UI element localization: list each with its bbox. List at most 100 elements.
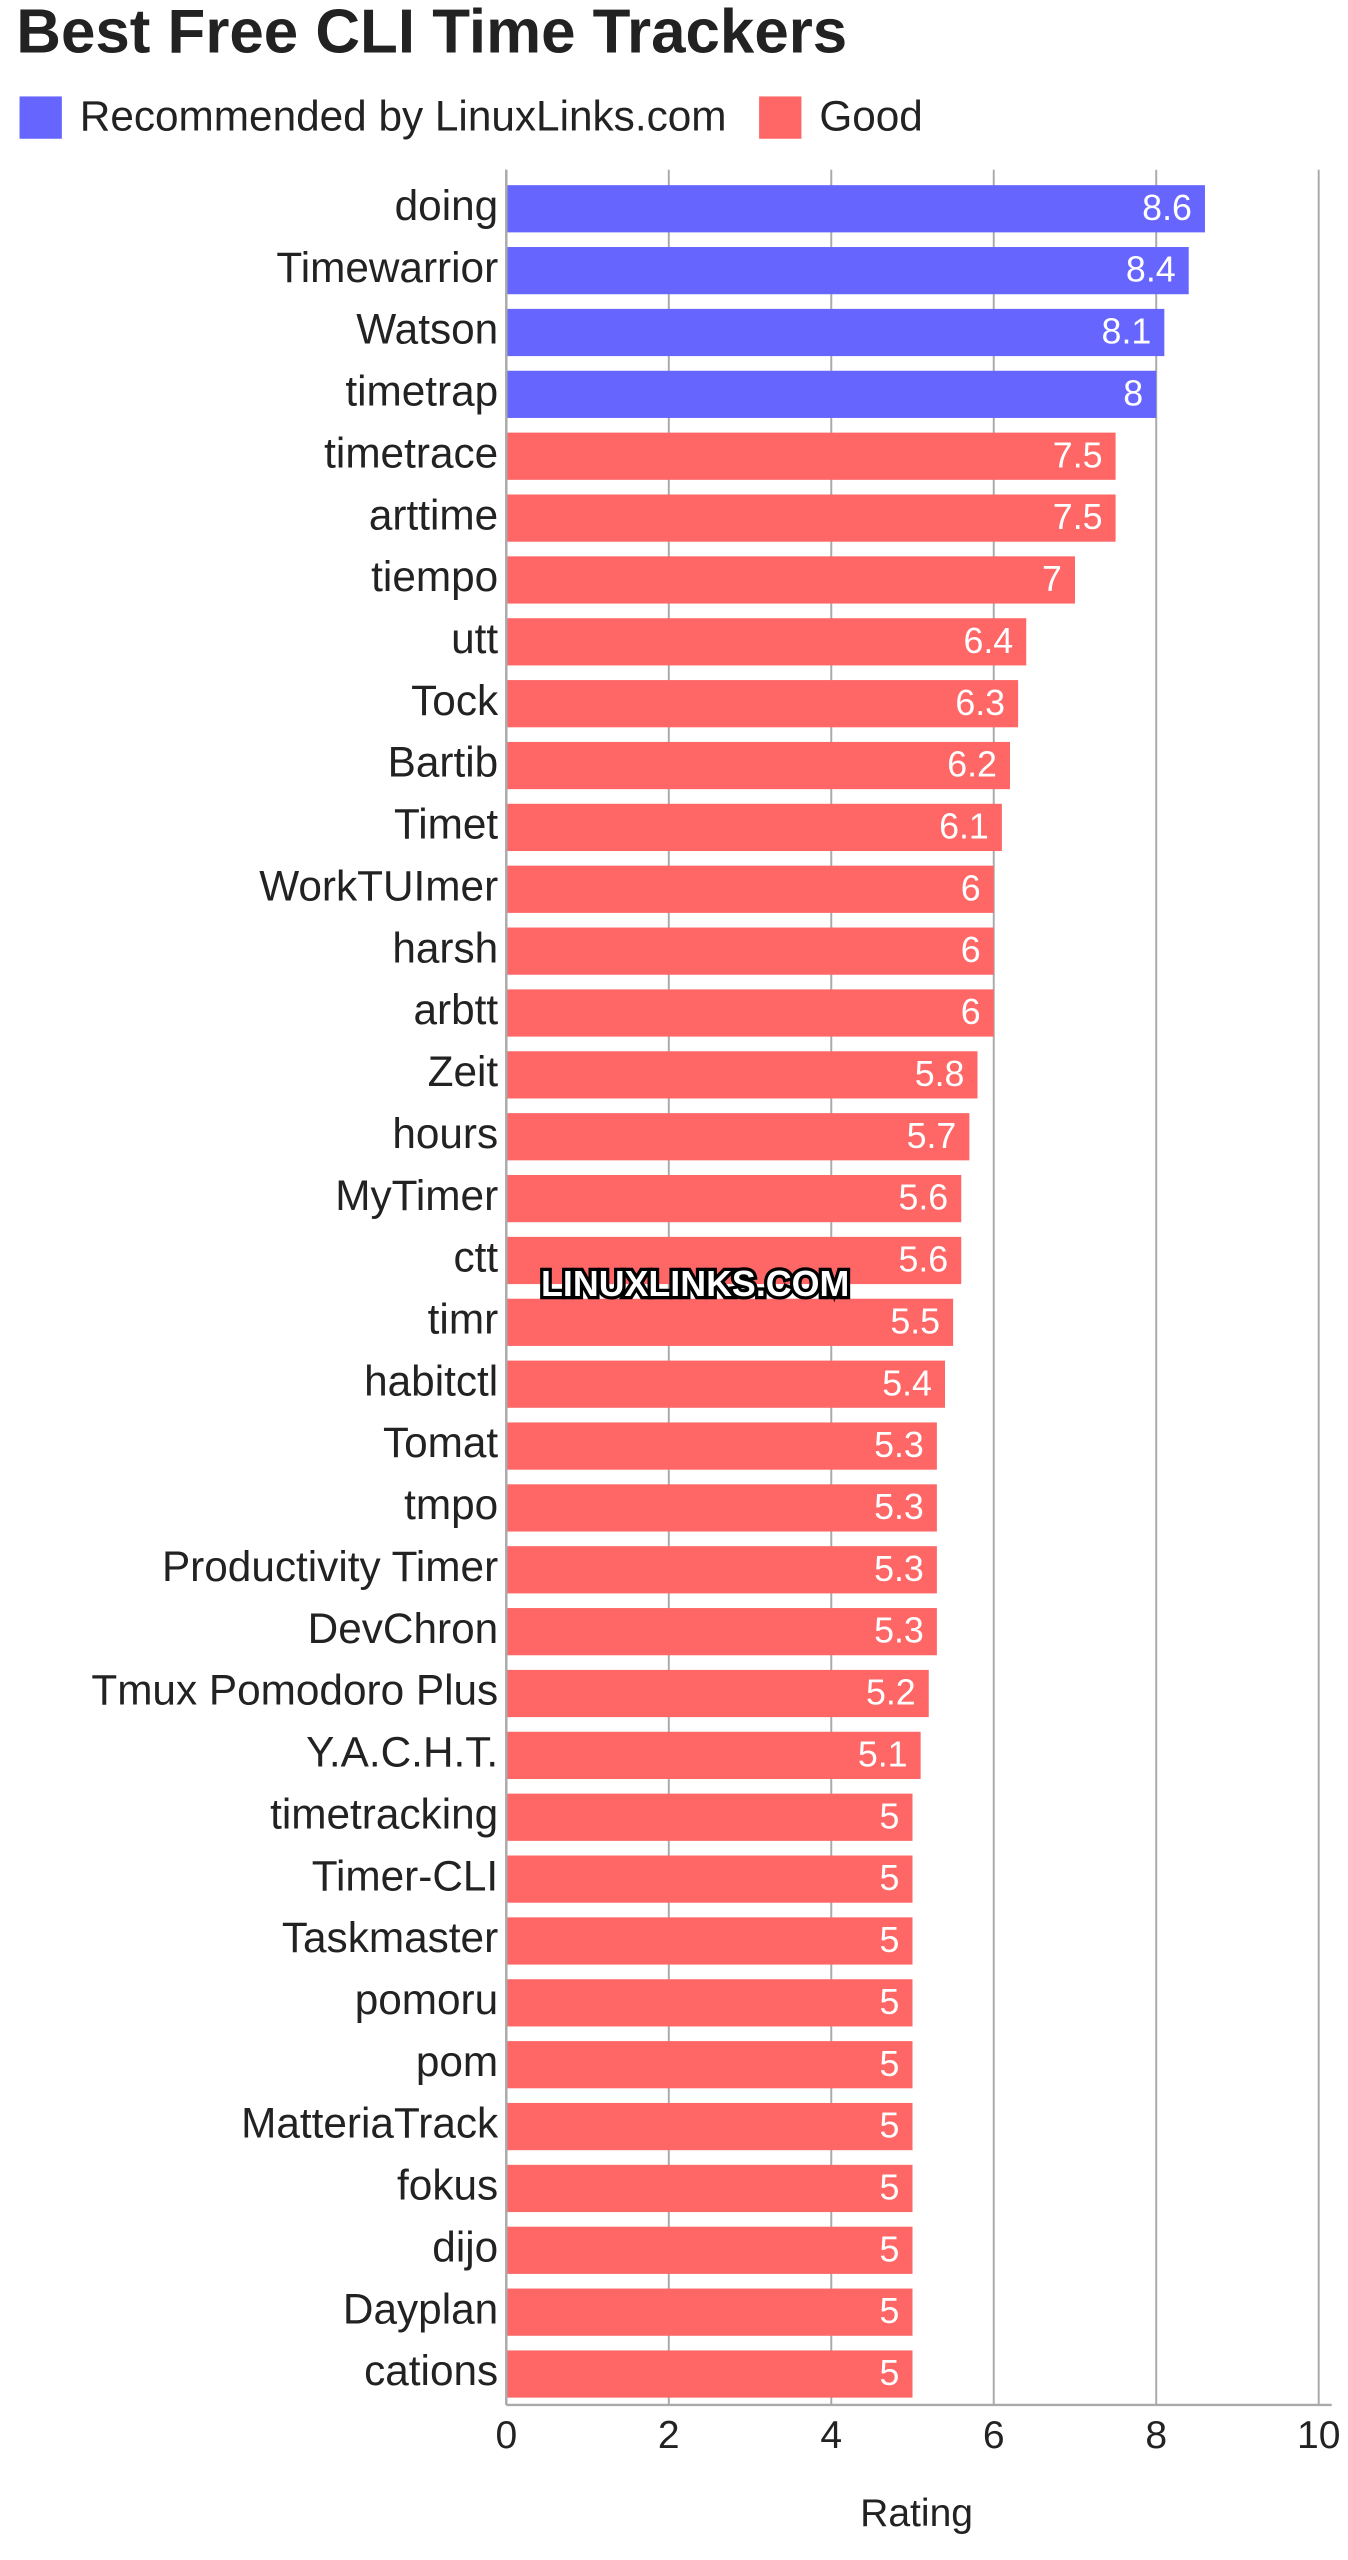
y-tick-label: tmpo [404,1481,498,1528]
y-tick-label: DevChron [308,1605,499,1652]
y-tick-label: timetrace [324,429,498,476]
bar [506,1608,937,1656]
value-label: 5 [880,1858,900,1898]
value-label: 5.4 [882,1363,932,1403]
bar [506,989,994,1037]
y-tick-label: tiempo [371,553,498,600]
bar [506,1731,921,1779]
y-tick-label: Bartib [388,739,499,786]
bar [506,1174,962,1223]
y-tick-label: timr [428,1296,499,1343]
bar [506,494,1116,542]
value-label: 8 [1123,373,1143,413]
y-tick-label: pomoru [355,1976,498,2023]
value-label: 5 [880,2168,900,2208]
bar [506,2102,913,2151]
bar [506,1793,913,1841]
value-label: 6.2 [947,745,997,785]
value-label: 6.1 [939,806,989,846]
value-label: 7.5 [1053,435,1103,475]
value-label: 5.6 [898,1240,948,1280]
y-tick-label: pom [416,2038,498,2085]
legend-label: Recommended by LinuxLinks.com [80,92,727,139]
y-tick-label: Tmux Pomodoro Plus [91,1667,498,1714]
bar [506,2041,913,2089]
value-label: 5 [880,2353,900,2393]
value-label: 6.3 [955,683,1005,723]
y-tick-label: Zeit [428,1048,499,1095]
bar [506,2226,913,2274]
bar [506,2288,913,2336]
x-tick-label: 2 [658,2414,680,2457]
bar [506,803,1002,852]
bar [506,1298,954,1346]
bar [506,927,994,975]
value-label: 5.3 [874,1549,924,1589]
bar [506,1669,929,1718]
y-tick-label: habitctl [364,1357,498,1404]
y-tick-label: Watson [356,306,498,353]
bar [506,865,994,913]
value-label: 6 [961,868,981,908]
legend-swatch [19,96,62,139]
bar [506,1360,946,1408]
bar [506,1051,978,1099]
bar [506,1236,962,1285]
y-tick-label: Timet [394,801,498,848]
y-tick-label: arbtt [414,986,499,1033]
x-tick-label: 0 [495,2414,517,2457]
y-tick-label: MatteriaTrack [241,2100,499,2147]
y-tick-label: fokus [397,2162,498,2209]
value-label: 5.8 [915,1054,965,1094]
y-tick-label: doing [395,182,499,229]
value-label: 5 [880,1982,900,2022]
y-tick-label: WorkTUImer [259,862,498,909]
value-label: 5.2 [866,1673,916,1713]
x-tick-label: 10 [1297,2414,1340,2457]
x-tick-label: 6 [983,2414,1005,2457]
y-tick-label: utt [451,615,498,662]
value-label: 6 [961,930,981,970]
chart-title: Best Free CLI Time Trackers [16,0,847,67]
x-tick-label: 8 [1145,2414,1167,2457]
bar [506,2350,913,2398]
value-label: 5 [880,2291,900,2331]
value-label: 5 [880,1796,900,1836]
legend-label: Good [819,92,923,139]
value-label: 5.5 [890,1301,940,1341]
y-tick-label: MyTimer [335,1172,498,1219]
bar [506,1917,913,1965]
value-label: 7 [1042,559,1062,599]
y-tick-label: hours [392,1110,498,1157]
value-label: 5.6 [898,1178,948,1218]
bar [506,247,1189,295]
watermark: LINUXLINKS.COM [541,1264,849,1304]
y-tick-label: Taskmaster [282,1914,498,1961]
bar [506,1484,937,1532]
value-label: 6.4 [963,621,1013,661]
bar [506,1979,913,2027]
y-tick-label: Timer-CLI [312,1852,498,1899]
bar [506,680,1019,728]
y-tick-label: Tomat [383,1419,498,1466]
y-tick-label: timetracking [270,1790,498,1837]
bar [506,1422,937,1470]
bar [506,185,1205,233]
legend-swatch [759,96,802,139]
y-tick-label: ctt [454,1234,499,1281]
y-tick-label: timetrap [345,368,498,415]
value-label: 5.1 [858,1734,908,1774]
value-label: 5 [880,1920,900,1960]
value-label: 5 [880,2229,900,2269]
value-label: 5.7 [907,1116,957,1156]
value-label: 5 [880,2106,900,2146]
y-tick-label: dijo [432,2223,498,2270]
value-label: 8.6 [1142,188,1192,228]
value-label: 5 [880,2044,900,2084]
value-label: 6 [961,992,981,1032]
bar [506,2164,913,2213]
value-label: 5.3 [874,1487,924,1527]
bar [506,308,1165,357]
